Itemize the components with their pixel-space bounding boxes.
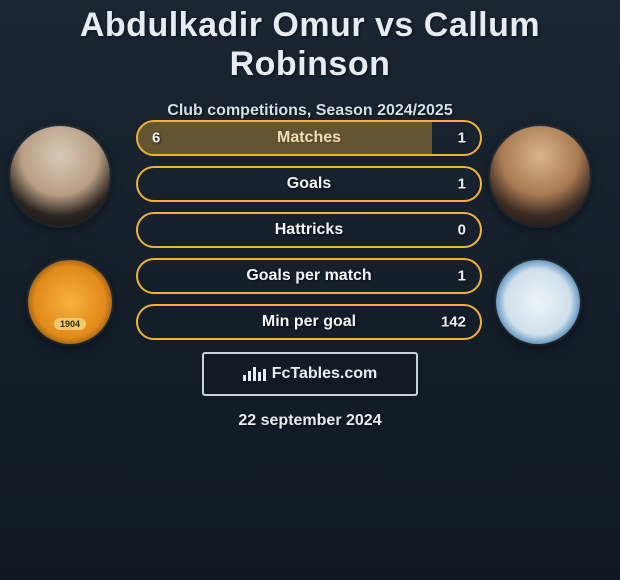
club-crest-left [28,260,112,344]
club-crest-right [496,260,580,344]
stat-row: Goals1 [136,166,482,202]
stat-right-value: 142 [441,314,466,331]
stat-fill-left [138,122,432,154]
stat-left-value: 6 [152,130,160,147]
page-title: Abdulkadir Omur vs Callum Robinson [0,0,620,84]
attribution-text: FcTables.com [272,365,378,383]
stat-right-value: 0 [458,222,466,239]
player-left-portrait [10,126,110,226]
stat-right-value: 1 [458,176,466,193]
stat-row: Matches61 [136,120,482,156]
player-right-portrait [490,126,590,226]
date-line: 22 september 2024 [0,412,620,430]
stats-block: Matches61Goals1Hattricks0Goals per match… [136,120,482,350]
infographic-root: Abdulkadir Omur vs Callum Robinson Club … [0,0,620,580]
stat-right-value: 1 [458,130,466,147]
stat-label: Hattricks [275,221,343,239]
bars-icon [243,367,266,381]
stat-row: Goals per match1 [136,258,482,294]
attribution-badge: FcTables.com [202,352,418,396]
stat-row: Hattricks 0 [136,212,482,248]
stat-right-value: 1 [458,268,466,285]
subtitle: Club competitions, Season 2024/2025 [0,102,620,120]
stat-row: Min per goal142 [136,304,482,340]
